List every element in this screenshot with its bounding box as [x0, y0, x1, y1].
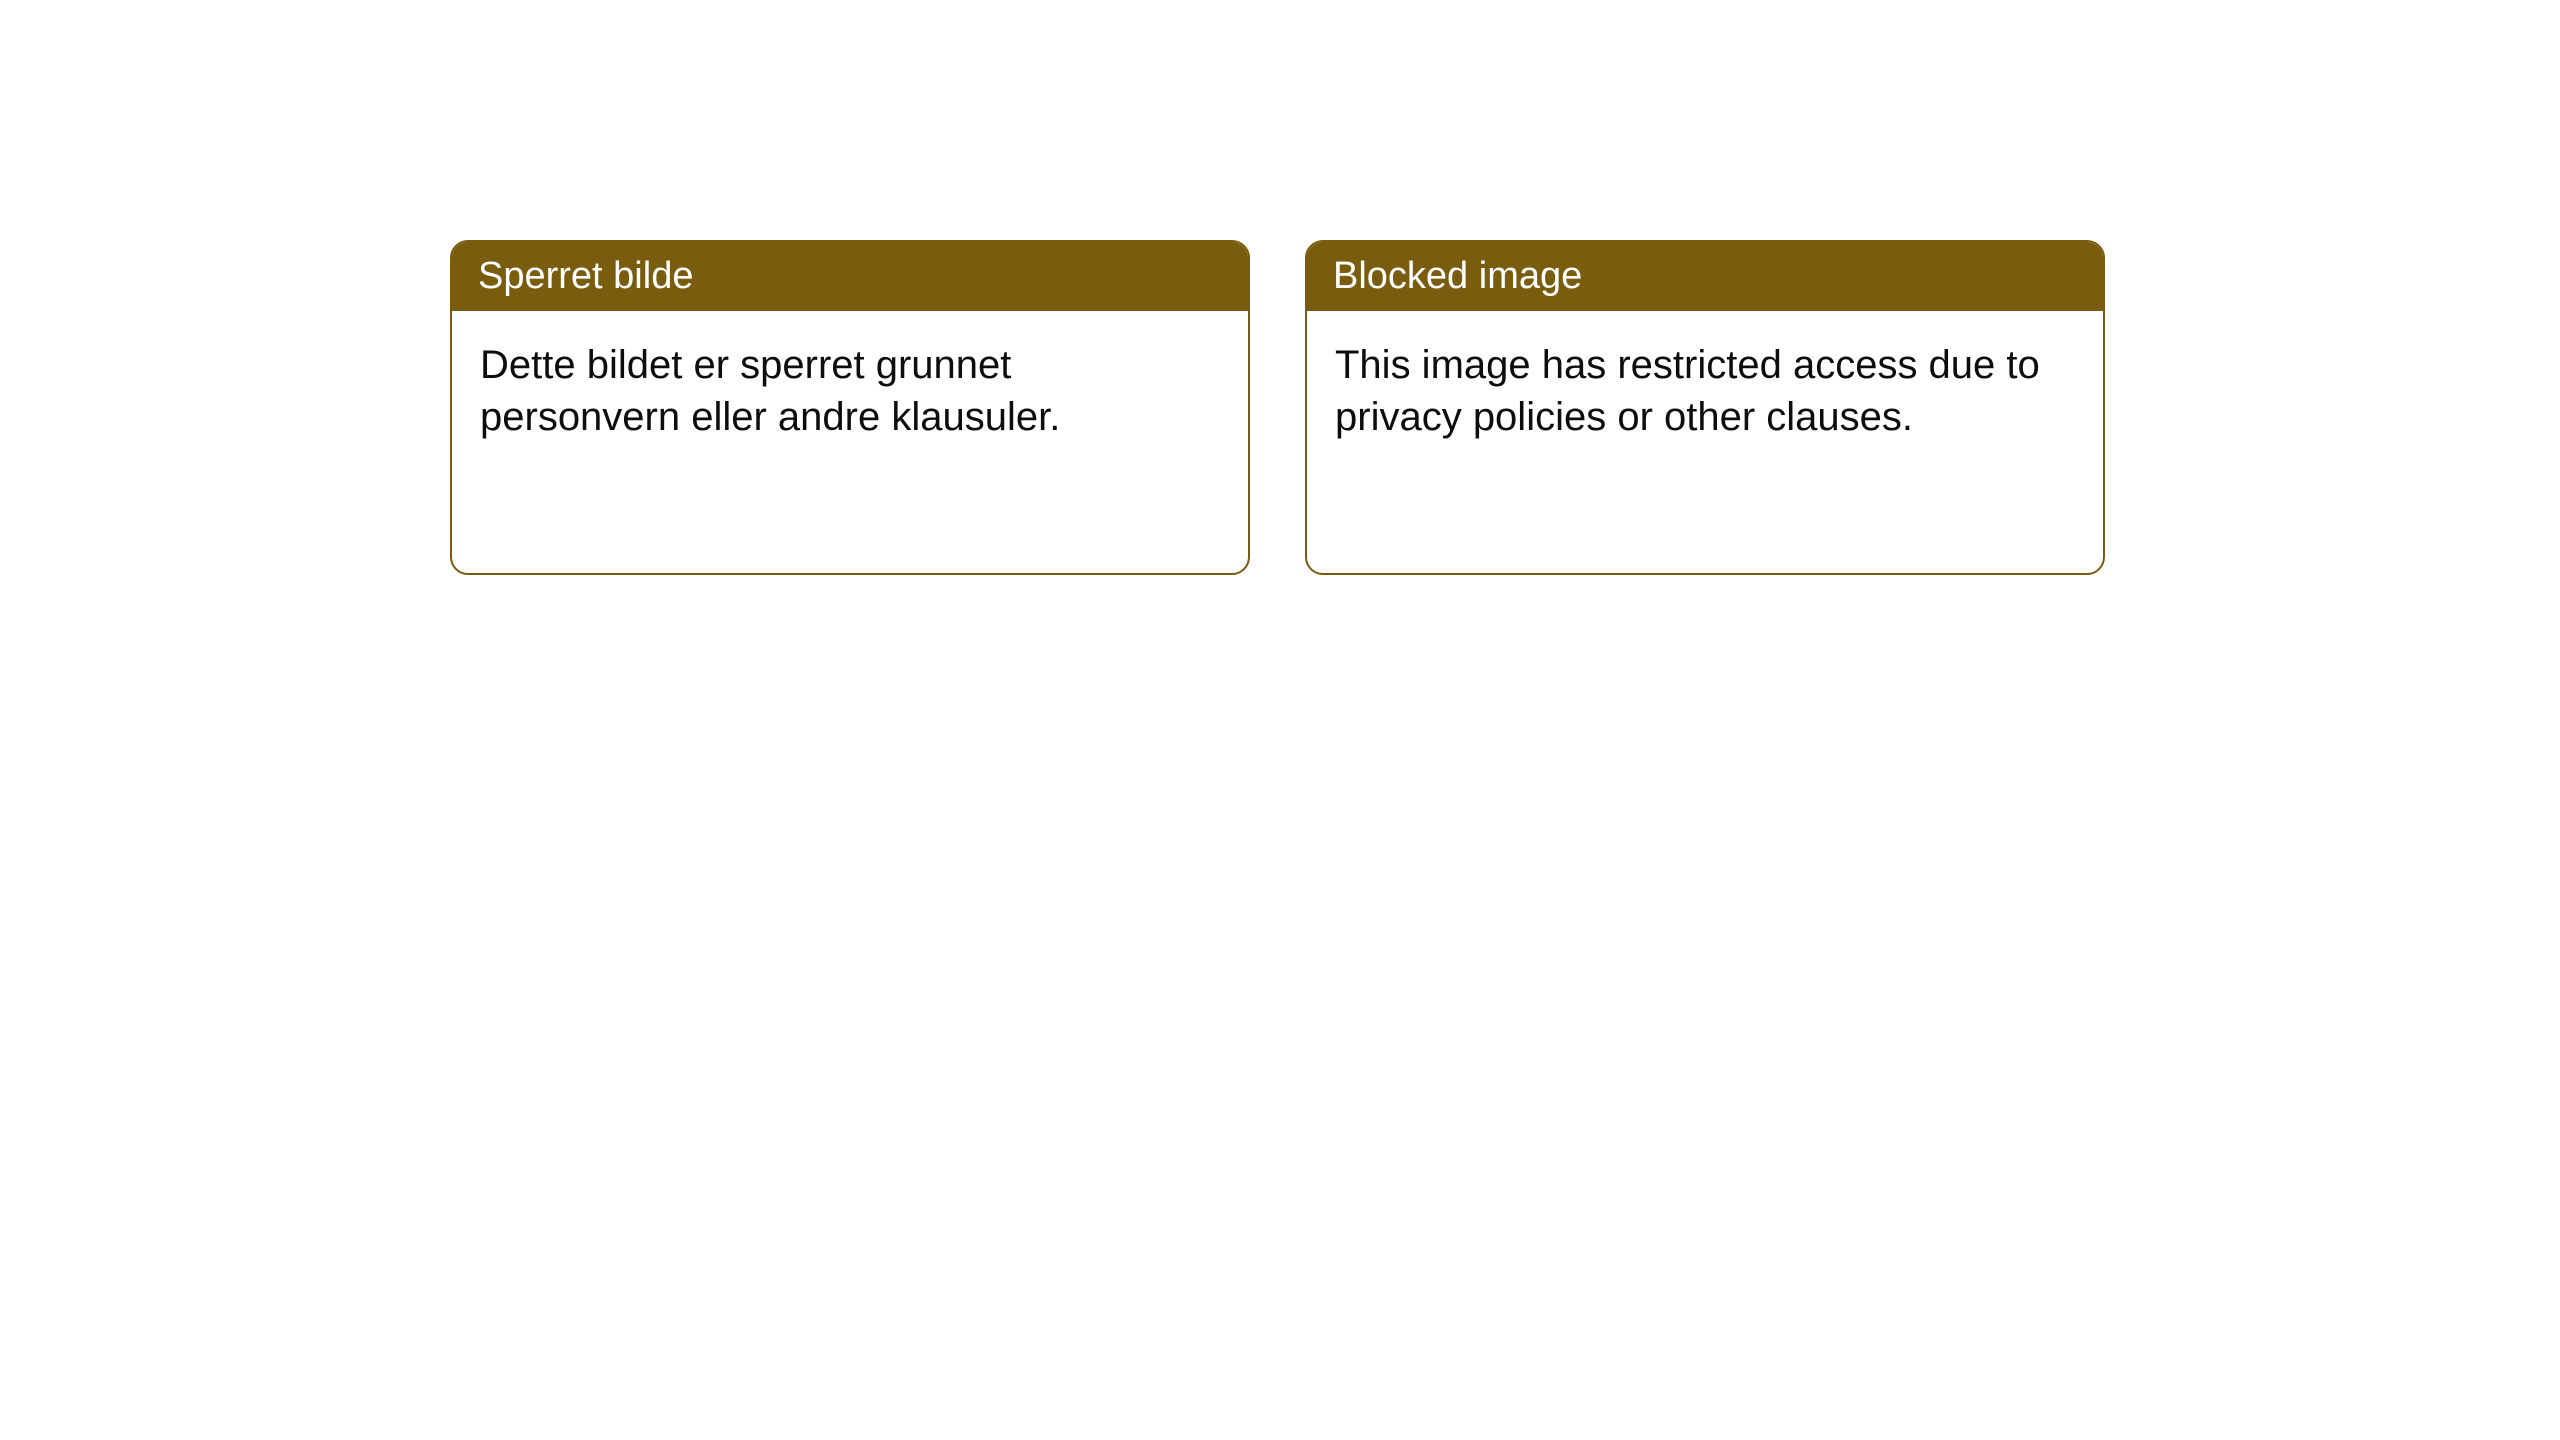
notice-body: Dette bildet er sperret grunnet personve… — [452, 311, 1248, 471]
notice-header: Blocked image — [1307, 242, 2103, 311]
notice-card-norwegian: Sperret bilde Dette bildet er sperret gr… — [450, 240, 1250, 575]
notice-body: This image has restricted access due to … — [1307, 311, 2103, 471]
notice-card-english: Blocked image This image has restricted … — [1305, 240, 2105, 575]
notice-header: Sperret bilde — [452, 242, 1248, 311]
notice-container: Sperret bilde Dette bildet er sperret gr… — [0, 0, 2560, 575]
